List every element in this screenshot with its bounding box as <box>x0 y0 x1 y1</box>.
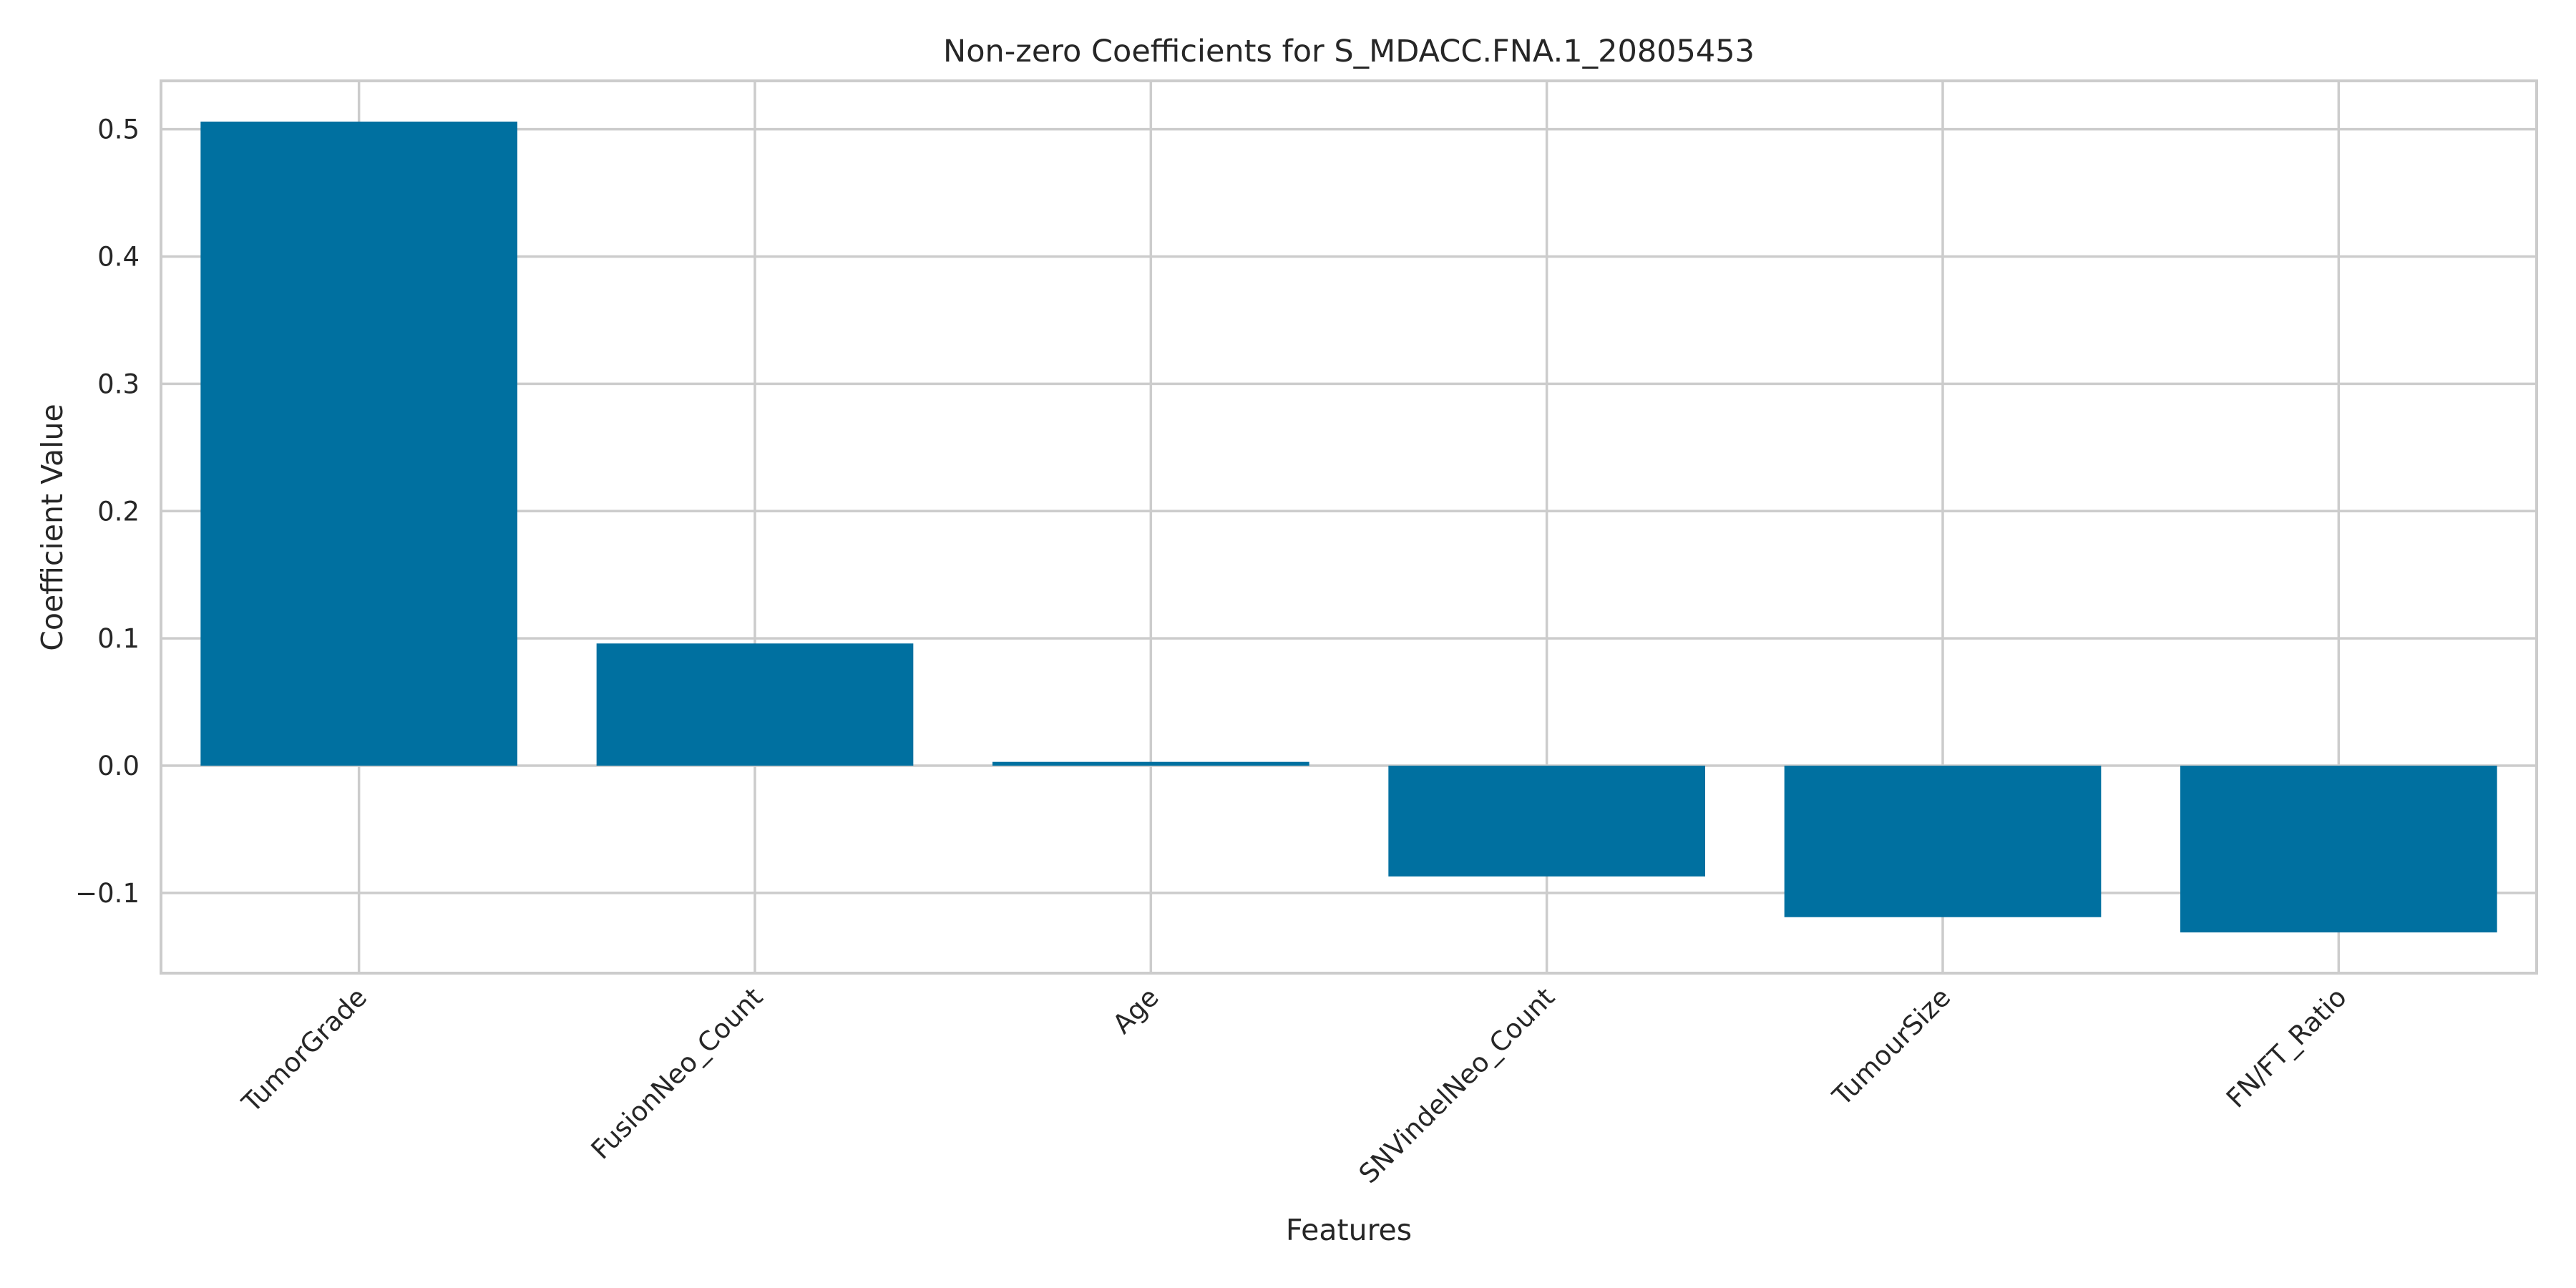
plot-frame <box>160 79 2538 975</box>
x-axis-label: Features <box>1286 1213 1412 1247</box>
y-tick-label: 0.1 <box>97 623 140 654</box>
bar <box>2180 766 2497 933</box>
y-tick-label: 0.3 <box>97 369 140 399</box>
y-tick-label: −0.1 <box>75 878 140 909</box>
y-tick-label: 0.4 <box>97 241 140 272</box>
y-tick-label: 0.0 <box>97 751 140 781</box>
bar <box>596 643 914 766</box>
bars <box>200 121 2497 933</box>
y-tick-label: 0.2 <box>97 496 140 527</box>
y-tick-label: 0.5 <box>97 114 140 145</box>
bar <box>992 761 1309 766</box>
bar <box>200 121 517 766</box>
y-tick-labels: −0.1 0.0 0.1 0.2 0.3 0.4 0.5 <box>75 114 140 909</box>
chart-title: Non-zero Coefficients for S_MDACC.FNA.1_… <box>943 34 1755 69</box>
y-axis-label: Coefficient Value <box>35 404 69 650</box>
bar <box>1784 766 2102 917</box>
bar <box>1388 766 1705 877</box>
